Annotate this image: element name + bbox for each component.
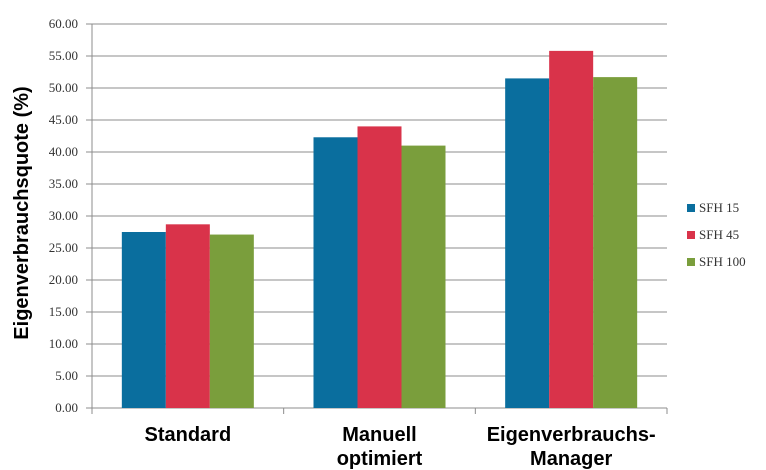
bar-sfh-15-0 xyxy=(121,232,166,408)
y-tick-label: 60.00 xyxy=(49,16,78,31)
y-tick-labels: 0.00 5.00 10.00 15.00 20.00 25.00 30.00 35.00 40… xyxy=(49,16,78,415)
legend-swatch xyxy=(687,231,695,239)
bar-sfh-100-0 xyxy=(209,234,254,408)
legend-label: SFH 15 xyxy=(699,200,739,215)
y-tick-label: 25.00 xyxy=(49,240,78,255)
category-label: Eigenverbrauchs-Manager xyxy=(487,424,656,470)
category-label: Manuell optimiert xyxy=(337,424,423,470)
y-tick-label: 5.00 xyxy=(55,368,78,383)
y-tick-label: 35.00 xyxy=(49,176,78,191)
bar-sfh-45-2 xyxy=(549,50,594,408)
bar-sfh-15-2 xyxy=(505,78,550,409)
category-label-line: Standard xyxy=(144,424,231,446)
legend-swatch xyxy=(687,258,695,266)
legend-label: SFH 100 xyxy=(699,254,746,269)
bar-sfh-15-1 xyxy=(313,137,358,408)
y-axis-title: Eigenverbrauchsquote (%) xyxy=(11,86,33,339)
bars xyxy=(121,50,638,409)
y-tick-label: 55.00 xyxy=(49,48,78,63)
y-tick-label: 40.00 xyxy=(49,144,78,159)
y-tick-label: 50.00 xyxy=(49,80,78,95)
bar-sfh-45-0 xyxy=(165,224,210,408)
category-label-line: optimiert xyxy=(337,448,423,470)
legend: SFH 15 SFH 45 SFH 100 xyxy=(687,200,746,269)
y-tick-label: 30.00 xyxy=(49,208,78,223)
y-tick-label: 10.00 xyxy=(49,336,78,351)
y-tick-label: 0.00 xyxy=(55,400,78,415)
bar-sfh-100-1 xyxy=(401,145,446,408)
category-label-line: Eigenverbrauchs- xyxy=(487,424,656,446)
bar-sfh-100-2 xyxy=(593,77,638,409)
category-label: Standard xyxy=(144,424,231,446)
legend-label: SFH 45 xyxy=(699,227,739,242)
category-label-line: Manager xyxy=(530,448,612,470)
legend-swatch xyxy=(687,204,695,212)
bar-sfh-45-1 xyxy=(357,126,402,409)
category-labels: Standard Manuell optimiert Eigenverbrauchs-… xyxy=(144,424,655,470)
category-label-line: Manuell xyxy=(342,424,416,446)
y-tick-label: 20.00 xyxy=(49,272,78,287)
y-tick-label: 15.00 xyxy=(49,304,78,319)
y-tick-label: 45.00 xyxy=(49,112,78,127)
